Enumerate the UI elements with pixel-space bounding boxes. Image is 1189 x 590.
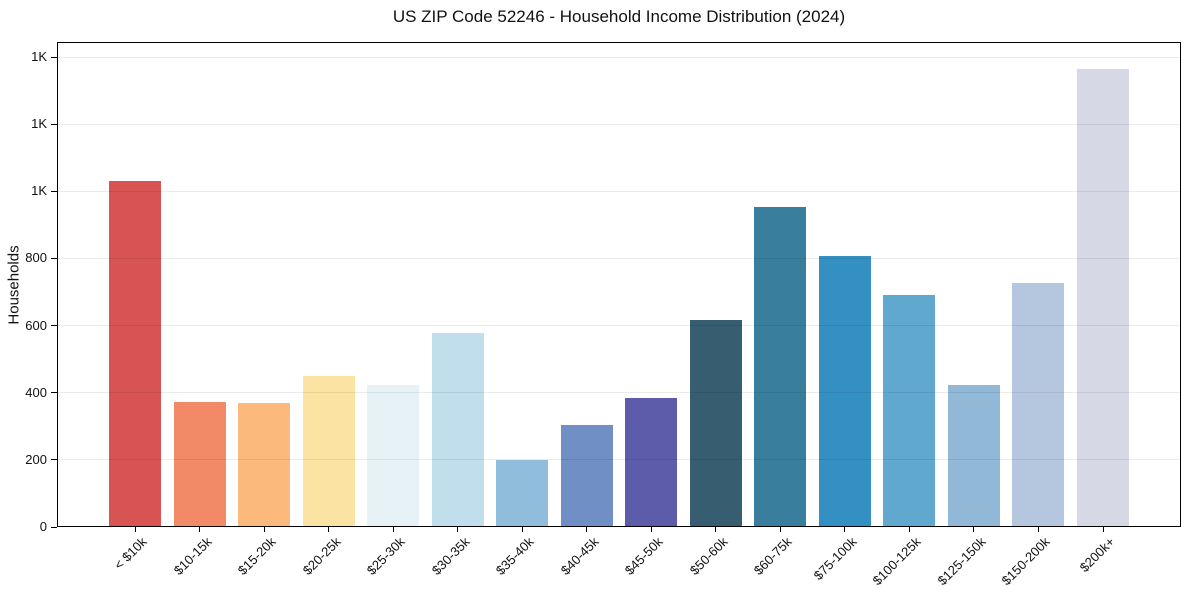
x-tick-mark: [263, 527, 265, 532]
bar-60-75k: [754, 207, 807, 527]
x-tick-label: < $10k: [111, 534, 150, 573]
x-tick-mark: [779, 527, 781, 532]
plot-area: [57, 42, 1181, 527]
bar-20-25k: [302, 375, 355, 527]
bar-50-60k: [689, 320, 742, 527]
x-tick-mark: [844, 527, 846, 532]
x-tick-mark: [521, 527, 523, 532]
bar-200k: [1077, 68, 1129, 527]
y-tick-label: 800: [25, 250, 47, 266]
y-tick-mark: [51, 123, 57, 125]
y-tick-mark: [51, 392, 57, 394]
x-tick-mark: [392, 527, 394, 532]
x-tick-mark: [973, 527, 975, 532]
x-tick-mark: [586, 527, 588, 532]
bar-30-35k: [431, 333, 484, 527]
bar-125-150k: [947, 385, 1000, 527]
bar-10-15k: [173, 402, 226, 527]
y-tick-mark: [51, 257, 57, 259]
bar-35-40k: [496, 459, 549, 527]
x-tick-mark: [328, 527, 330, 532]
bar-40-45k: [560, 424, 613, 527]
x-tick-mark: [1102, 527, 1104, 532]
y-tick-label: 1K: [31, 183, 47, 199]
bar-45-50k: [625, 398, 678, 527]
y-tick-label: 1K: [31, 49, 47, 65]
y-tick-label: 0: [39, 519, 47, 534]
x-tick-mark: [715, 527, 717, 532]
x-tick-mark: [457, 527, 459, 532]
x-tick-mark: [1037, 527, 1039, 532]
chart-title: US ZIP Code 52246 - Household Income Dis…: [392, 7, 846, 26]
bar-150-200k: [1012, 283, 1065, 527]
bar-100-125k: [883, 294, 936, 527]
bar-10k: [109, 181, 161, 527]
bar-15-20k: [238, 402, 291, 527]
x-tick-mark: [199, 527, 201, 532]
y-tick-label: 1K: [31, 116, 47, 132]
y-tick-label: 400: [25, 384, 47, 400]
bars-group: [57, 42, 1181, 527]
y-tick-mark: [51, 526, 57, 528]
y-tick-label: 200: [25, 451, 47, 467]
x-tick-mark: [908, 527, 910, 532]
x-tick-mark: [134, 527, 136, 532]
y-tick-label: 600: [25, 317, 47, 333]
bar-25-30k: [367, 385, 420, 527]
bar-75-100k: [818, 256, 871, 527]
y-tick-mark: [51, 459, 57, 461]
x-tick-mark: [650, 527, 652, 532]
y-tick-mark: [51, 56, 57, 58]
y-tick-mark: [51, 190, 57, 192]
y-tick-mark: [51, 325, 57, 327]
